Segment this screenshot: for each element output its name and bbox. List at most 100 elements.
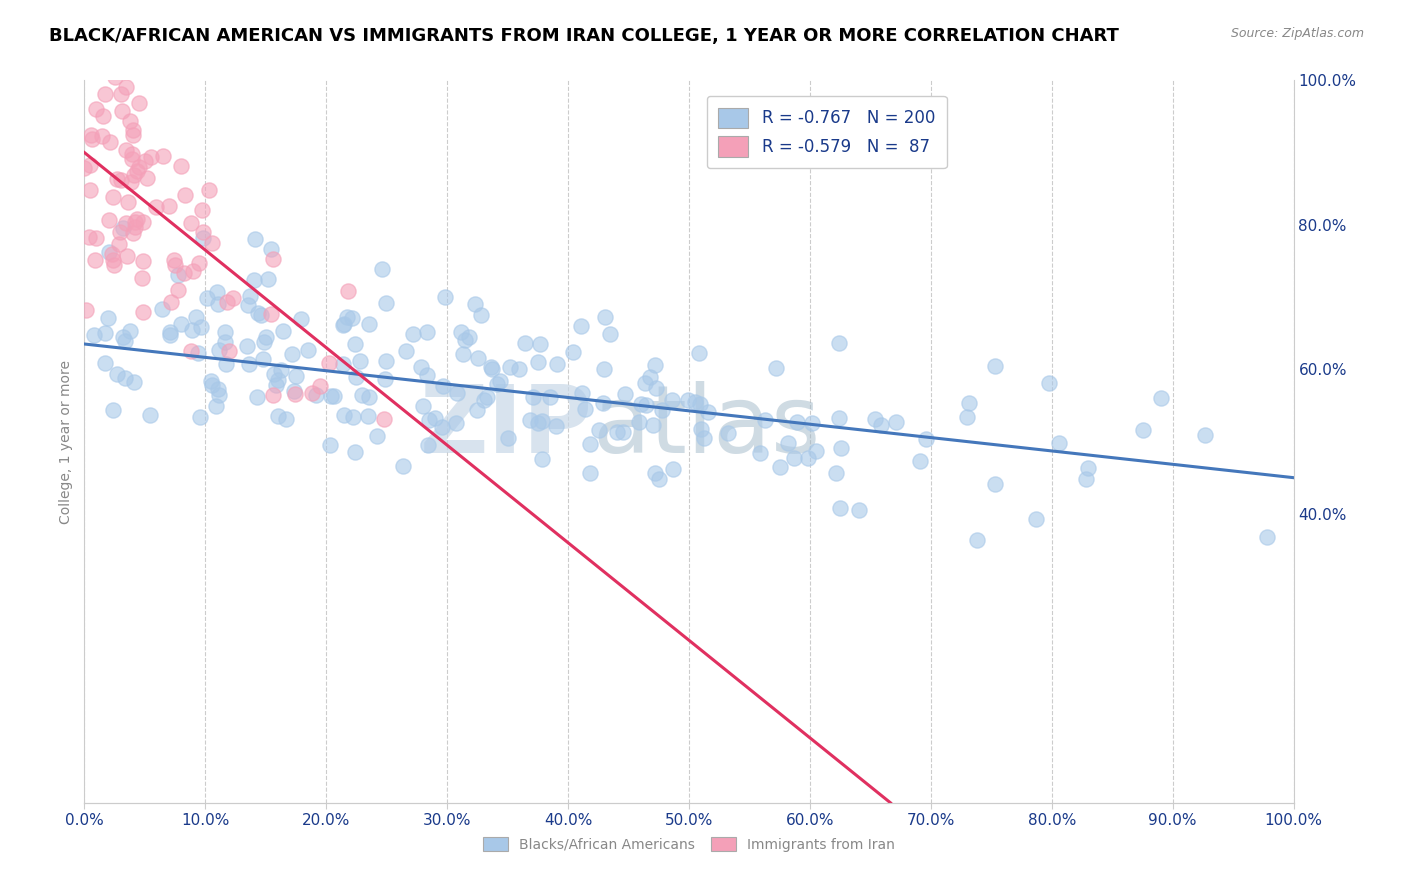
Point [84, 231, 107, 245]
Point [260, 243, 283, 257]
Point [73, 161, 96, 175]
Point [433, 290, 456, 304]
Point [98, 135, 121, 149]
Point [638, 370, 661, 384]
Point [214, 335, 236, 350]
Point [163, 253, 186, 268]
Point [453, 333, 475, 347]
Point [569, 319, 592, 334]
Point [167, 268, 190, 282]
Point [592, 396, 614, 410]
Point [117, 250, 139, 264]
Point [135, 171, 157, 186]
Point [634, 376, 657, 390]
Point [98, 245, 121, 260]
Point [470, 308, 492, 322]
Point [485, 377, 508, 392]
Point [1025, 512, 1047, 526]
Point [188, 255, 211, 269]
Point [412, 399, 434, 413]
Point [309, 379, 332, 393]
Point [1194, 427, 1216, 442]
Point [627, 416, 650, 430]
Point [94, 87, 117, 101]
Point [128, 96, 150, 111]
Point [477, 390, 499, 404]
Point [411, 359, 433, 374]
Point [395, 344, 418, 359]
Point [1038, 376, 1060, 390]
Point [103, 253, 125, 268]
Point [804, 443, 827, 458]
Point [150, 301, 173, 316]
Point [1049, 435, 1071, 450]
Point [87, 62, 110, 76]
Point [828, 410, 851, 425]
Point [267, 409, 290, 424]
Text: Source: ZipAtlas.com: Source: ZipAtlas.com [1230, 27, 1364, 40]
Point [271, 324, 294, 338]
Point [215, 357, 238, 371]
Point [170, 159, 193, 173]
Point [526, 355, 548, 369]
Point [689, 422, 711, 436]
Point [243, 232, 266, 246]
Point [765, 361, 787, 376]
Point [344, 445, 367, 459]
Point [107, 172, 129, 186]
Point [173, 266, 195, 280]
Point [180, 216, 202, 230]
Point [284, 387, 307, 401]
Point [89, 37, 111, 51]
Point [688, 346, 710, 360]
Point [488, 374, 510, 388]
Point [768, 459, 790, 474]
Point [187, 345, 209, 359]
Point [115, 216, 138, 230]
Point [205, 285, 228, 299]
Point [198, 183, 221, 197]
Point [467, 351, 489, 366]
Point [614, 387, 637, 401]
Point [262, 252, 284, 267]
Point [350, 388, 373, 402]
Point [143, 37, 166, 51]
Point [332, 357, 354, 371]
Point [127, 163, 149, 178]
Point [204, 399, 226, 413]
Point [91, 128, 114, 143]
Point [159, 328, 181, 343]
Point [333, 408, 356, 422]
Point [79, 158, 101, 172]
Point [522, 390, 544, 404]
Point [357, 409, 380, 423]
Point [159, 325, 181, 339]
Point [848, 503, 870, 517]
Point [1074, 472, 1097, 486]
Point [263, 367, 285, 381]
Point [450, 325, 472, 339]
Point [305, 388, 328, 402]
Point [218, 344, 240, 359]
Point [84, 102, 107, 116]
Point [786, 415, 808, 429]
Point [430, 420, 453, 434]
Point [125, 212, 148, 227]
Point [529, 336, 551, 351]
Point [207, 297, 229, 311]
Point [651, 403, 673, 417]
Point [180, 322, 202, 336]
Point [634, 398, 657, 412]
Point [124, 214, 146, 228]
Point [588, 423, 610, 437]
Point [984, 476, 1007, 491]
Point [1150, 391, 1173, 405]
Point [91, 109, 114, 123]
Point [513, 335, 536, 350]
Point [101, 247, 124, 261]
Point [481, 362, 503, 376]
Point [180, 343, 202, 358]
Point [290, 312, 312, 326]
Point [97, 213, 120, 227]
Point [801, 416, 824, 430]
